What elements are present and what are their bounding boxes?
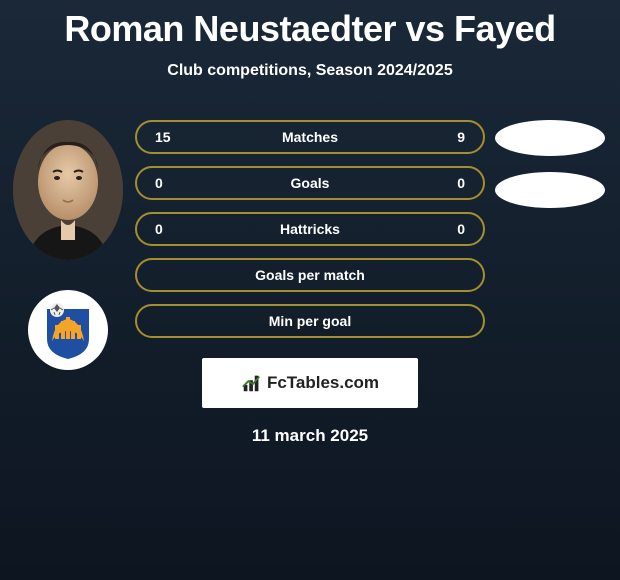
stat-left-value: 15: [155, 129, 195, 145]
player-left-avatar: [13, 120, 123, 260]
player-left-column: [8, 120, 128, 370]
player-left-club-badge: [28, 290, 108, 370]
stat-row-goals: 0 Goals 0: [135, 166, 485, 200]
watermark-text: FcTables.com: [267, 373, 379, 393]
stat-row-goals-per-match: Goals per match: [135, 258, 485, 292]
bar-chart-icon: [241, 372, 263, 394]
stat-label: Hattricks: [195, 221, 425, 237]
stat-label: Goals: [195, 175, 425, 191]
stat-row-hattricks: 0 Hattricks 0: [135, 212, 485, 246]
stat-label: Goals per match: [255, 267, 365, 283]
player-right-placeholder-1: [495, 120, 605, 156]
content-area: 15 Matches 9 0 Goals 0 0 Hattricks 0 Goa…: [0, 120, 620, 446]
stat-row-matches: 15 Matches 9: [135, 120, 485, 154]
page-title: Roman Neustaedter vs Fayed: [0, 0, 620, 50]
stat-label: Min per goal: [269, 313, 351, 329]
player-right-column: [490, 120, 610, 224]
stat-row-min-per-goal: Min per goal: [135, 304, 485, 338]
stats-table: 15 Matches 9 0 Goals 0 0 Hattricks 0 Goa…: [135, 120, 485, 338]
stat-right-value: 0: [425, 175, 465, 191]
stat-label: Matches: [195, 129, 425, 145]
date-text: 11 march 2025: [0, 426, 620, 446]
stat-left-value: 0: [155, 221, 195, 237]
stat-right-value: 0: [425, 221, 465, 237]
page-subtitle: Club competitions, Season 2024/2025: [0, 62, 620, 80]
stat-left-value: 0: [155, 175, 195, 191]
watermark: FcTables.com: [202, 358, 418, 408]
stat-right-value: 9: [425, 129, 465, 145]
player-right-placeholder-2: [495, 172, 605, 208]
